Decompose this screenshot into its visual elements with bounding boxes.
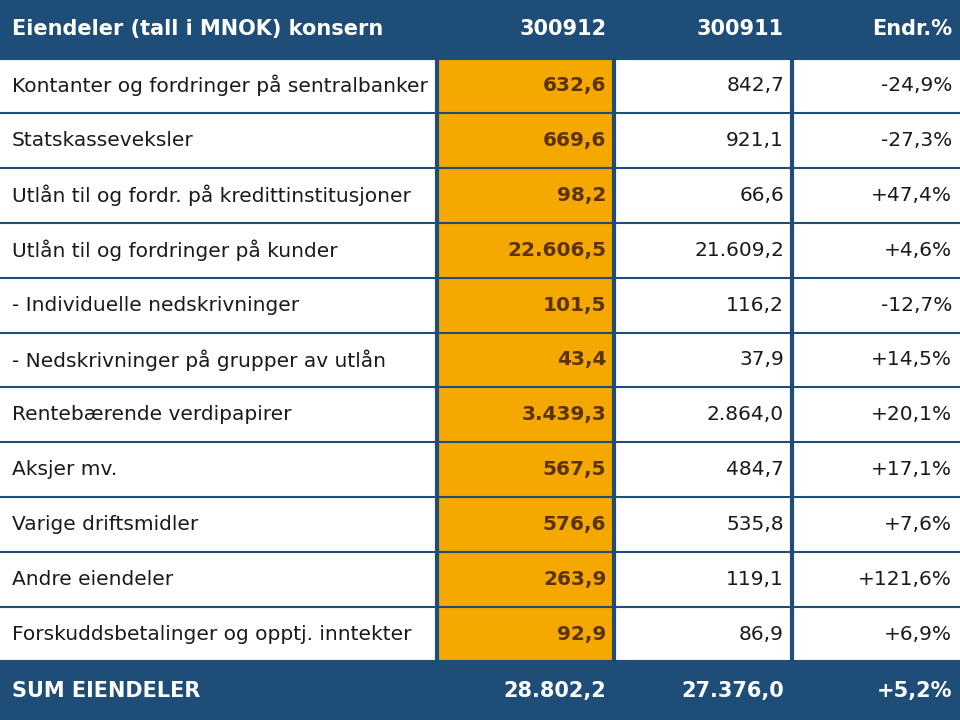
Bar (792, 222, 960, 278)
Bar (437, 113, 614, 168)
Text: - Individuelle nedskrivninger: - Individuelle nedskrivninger (12, 296, 300, 315)
Text: 263,9: 263,9 (543, 570, 607, 589)
Text: +6,9%: +6,9% (884, 625, 952, 644)
Bar (437, 278, 614, 333)
Text: Forskuddsbetalinger og opptj. inntekter: Forskuddsbetalinger og opptj. inntekter (12, 625, 412, 644)
Bar (437, 333, 614, 387)
Text: 37,9: 37,9 (739, 351, 784, 369)
Text: Eiendeler (tall i MNOK) konsern: Eiendeler (tall i MNOK) konsern (12, 19, 383, 39)
Text: 92,9: 92,9 (557, 625, 607, 644)
Bar (0, 222, 437, 278)
Bar (437, 387, 614, 442)
Bar (0, 387, 437, 442)
Text: 576,6: 576,6 (543, 516, 607, 534)
Text: 669,6: 669,6 (543, 131, 607, 150)
Text: Endr.%: Endr.% (872, 19, 952, 39)
Text: 632,6: 632,6 (543, 76, 607, 95)
Bar (437, 498, 614, 552)
Bar (614, 113, 792, 168)
Bar (614, 278, 792, 333)
Bar (792, 498, 960, 552)
Bar (437, 58, 614, 113)
Bar (437, 168, 614, 222)
Text: Andre eiendeler: Andre eiendeler (12, 570, 173, 589)
Text: +4,6%: +4,6% (884, 240, 952, 260)
Bar (0, 607, 437, 662)
Bar (792, 442, 960, 498)
Text: 484,7: 484,7 (726, 460, 784, 480)
Bar (0, 58, 437, 113)
Text: Varige driftsmidler: Varige driftsmidler (12, 516, 199, 534)
Bar (614, 552, 792, 607)
Text: 535,8: 535,8 (727, 516, 784, 534)
Text: - Nedskrivninger på grupper av utlån: - Nedskrivninger på grupper av utlån (12, 349, 386, 371)
Bar (437, 222, 614, 278)
Text: 3.439,3: 3.439,3 (521, 405, 607, 424)
Text: 567,5: 567,5 (543, 460, 607, 480)
Text: 300911: 300911 (697, 19, 784, 39)
Text: 86,9: 86,9 (739, 625, 784, 644)
Text: -12,7%: -12,7% (880, 296, 952, 315)
Bar (437, 607, 614, 662)
Text: Utlån til og fordringer på kunder: Utlån til og fordringer på kunder (12, 240, 338, 261)
Text: 21.609,2: 21.609,2 (694, 240, 784, 260)
Text: 98,2: 98,2 (557, 186, 607, 204)
Text: 300912: 300912 (519, 19, 607, 39)
Text: 22.606,5: 22.606,5 (508, 240, 607, 260)
Bar (792, 168, 960, 222)
Bar (0, 442, 437, 498)
Text: Statskasseveksler: Statskasseveksler (12, 131, 194, 150)
Text: +17,1%: +17,1% (871, 460, 952, 480)
Bar (437, 442, 614, 498)
Bar (614, 333, 792, 387)
Bar (792, 387, 960, 442)
Bar (614, 387, 792, 442)
Text: +47,4%: +47,4% (871, 186, 952, 204)
Bar (792, 607, 960, 662)
Bar (0, 333, 437, 387)
Bar (614, 498, 792, 552)
Text: Kontanter og fordringer på sentralbanker: Kontanter og fordringer på sentralbanker (12, 75, 428, 96)
Bar (0, 113, 437, 168)
Bar (0, 662, 960, 720)
Text: 2.864,0: 2.864,0 (707, 405, 784, 424)
Bar (614, 607, 792, 662)
Text: -27,3%: -27,3% (880, 131, 952, 150)
Text: 101,5: 101,5 (543, 296, 607, 315)
Bar (0, 168, 437, 222)
Text: +20,1%: +20,1% (871, 405, 952, 424)
Bar (0, 0, 960, 58)
Bar (614, 222, 792, 278)
Bar (792, 58, 960, 113)
Text: +14,5%: +14,5% (871, 351, 952, 369)
Text: 66,6: 66,6 (739, 186, 784, 204)
Text: 119,1: 119,1 (726, 570, 784, 589)
Bar (792, 278, 960, 333)
Text: Aksjer mv.: Aksjer mv. (12, 460, 117, 480)
Bar (614, 168, 792, 222)
Text: SUM EIENDELER: SUM EIENDELER (12, 681, 201, 701)
Bar (0, 498, 437, 552)
Bar (0, 278, 437, 333)
Text: 28.802,2: 28.802,2 (504, 681, 607, 701)
Bar (792, 333, 960, 387)
Text: 842,7: 842,7 (726, 76, 784, 95)
Text: +5,2%: +5,2% (876, 681, 952, 701)
Bar (614, 442, 792, 498)
Bar (614, 58, 792, 113)
Text: 43,4: 43,4 (557, 351, 607, 369)
Bar (0, 552, 437, 607)
Bar (437, 552, 614, 607)
Text: Rentebærende verdipapirer: Rentebærende verdipapirer (12, 405, 292, 424)
Text: 27.376,0: 27.376,0 (682, 681, 784, 701)
Text: +7,6%: +7,6% (884, 516, 952, 534)
Text: -24,9%: -24,9% (880, 76, 952, 95)
Text: 921,1: 921,1 (726, 131, 784, 150)
Text: Utlån til og fordr. på kredittinstitusjoner: Utlån til og fordr. på kredittinstitusjo… (12, 184, 411, 206)
Bar (792, 552, 960, 607)
Text: 116,2: 116,2 (726, 296, 784, 315)
Text: +121,6%: +121,6% (858, 570, 952, 589)
Bar (792, 113, 960, 168)
